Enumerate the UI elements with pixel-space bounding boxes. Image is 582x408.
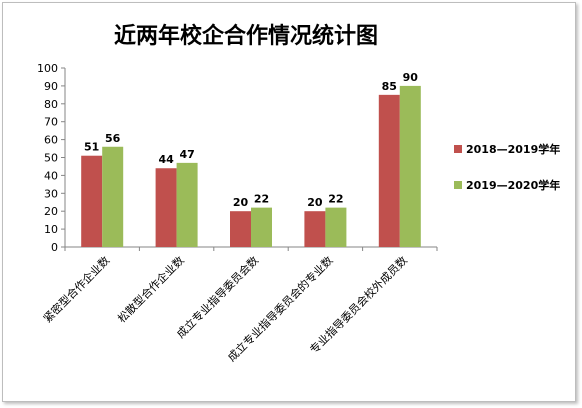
data-label: 22: [328, 193, 343, 206]
legend-label: 2018—2019学年: [466, 142, 560, 156]
data-label: 20: [233, 196, 249, 209]
legend-label: 2019—2020学年: [466, 178, 560, 192]
bar-series-2: [251, 207, 272, 247]
y-tick-label: 60: [44, 134, 58, 147]
chart-frame: 近两年校企合作情况统计图 0 10 20 30 40 50 60 70 80 90 100 紧密型合作…: [2, 2, 576, 402]
y-tick-label: 100: [37, 62, 58, 75]
y-tick-label: 40: [44, 169, 58, 182]
x-category-label: 成立专业指导委员会数: [173, 253, 261, 341]
bar-series-1: [378, 94, 400, 247]
x-category-label: 松散型合作企业数: [115, 253, 187, 325]
data-label: 51: [84, 141, 99, 154]
bar-series-2: [399, 85, 421, 248]
y-tick-label: 30: [44, 187, 58, 200]
data-label: 56: [105, 132, 121, 145]
bar-series-2: [176, 162, 198, 247]
data-label: 85: [382, 80, 397, 93]
data-label: 47: [179, 148, 194, 161]
data-label: 22: [254, 193, 269, 206]
bar-series-1: [155, 168, 177, 247]
bars: 51 44 20 20 85 56 47 22 22 90: [81, 71, 421, 248]
bar-series-1: [230, 211, 251, 247]
bar-series-1: [81, 155, 103, 247]
data-label: 90: [403, 71, 419, 84]
legend: 2018—2019学年 2019—2020学年: [454, 142, 560, 192]
y-tick-label: 50: [44, 152, 58, 165]
data-label: 20: [307, 196, 323, 209]
y-tick-label: 0: [51, 241, 58, 254]
y-tick-label: 70: [44, 116, 58, 129]
y-tick-label: 20: [44, 205, 58, 218]
y-tick-label: 80: [44, 98, 58, 111]
bar-series-2: [325, 207, 347, 247]
bar-series-1: [304, 211, 326, 247]
x-category-label: 紧密型合作企业数: [40, 253, 112, 325]
y-tick-label: 90: [44, 80, 58, 93]
legend-swatch: [454, 181, 462, 189]
y-tick-label: 10: [44, 223, 58, 236]
data-label: 44: [158, 153, 174, 166]
legend-swatch: [454, 145, 462, 153]
chart-title: 近两年校企合作情况统计图: [114, 23, 378, 49]
bar-series-2: [102, 146, 124, 247]
bar-chart: 近两年校企合作情况统计图 0 10 20 30 40 50 60 70 80 90 100 紧密型合作…: [37, 23, 560, 364]
